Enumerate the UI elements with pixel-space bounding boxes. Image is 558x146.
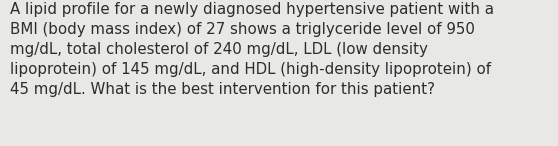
Text: A lipid profile for a newly diagnosed hypertensive patient with a
BMI (body mass: A lipid profile for a newly diagnosed hy… [10,2,494,97]
